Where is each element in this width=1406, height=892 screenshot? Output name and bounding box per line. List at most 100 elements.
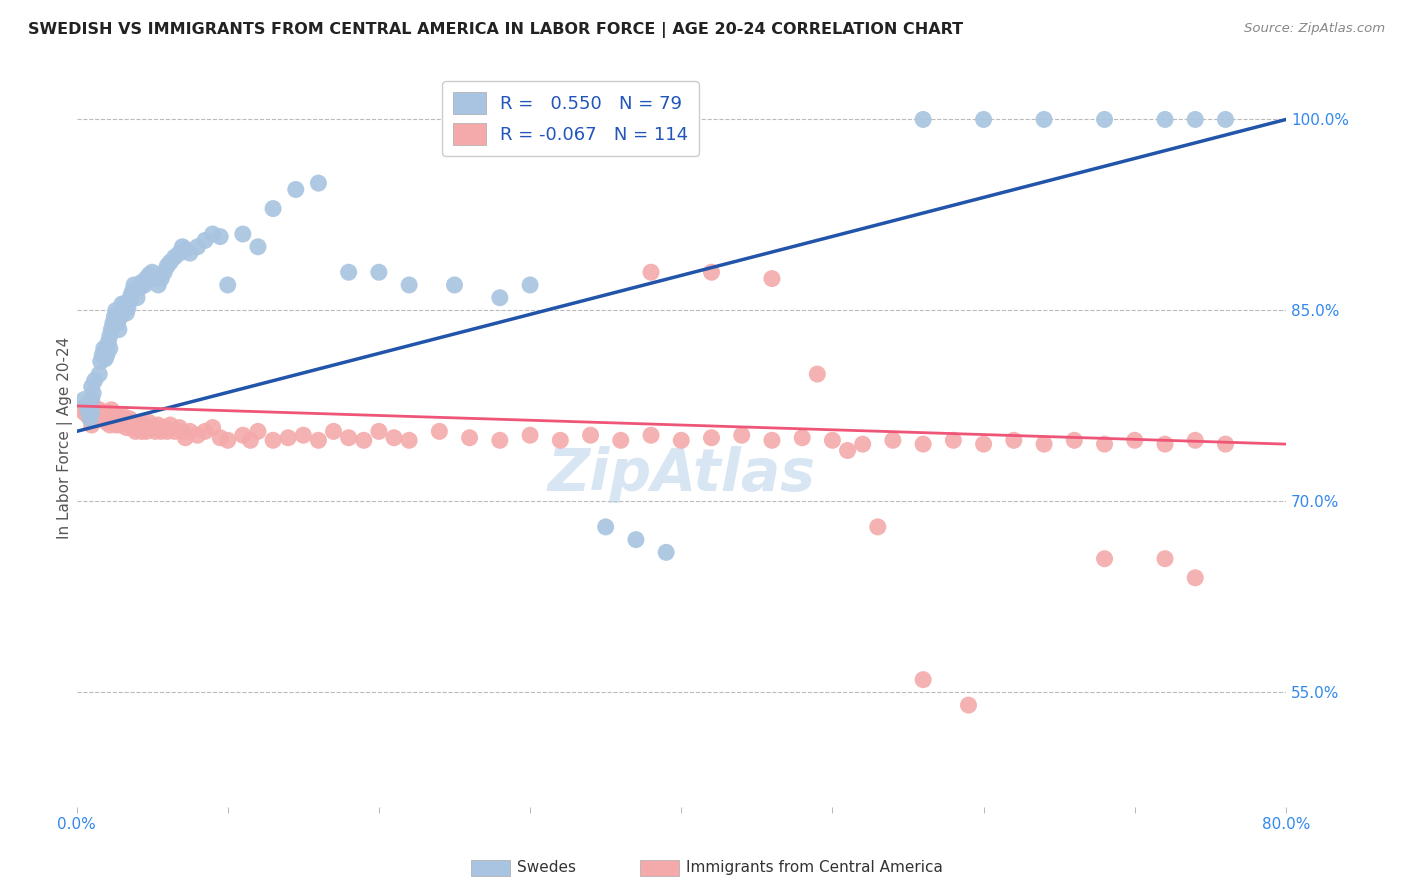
Point: [156, 425, 179, 439]
Point: [80, 392, 103, 407]
Point: [866, 520, 889, 534]
Point: [82, 399, 104, 413]
Point: [111, 408, 134, 422]
Point: [655, 545, 678, 559]
Point: [98, 342, 121, 356]
Point: [337, 431, 360, 445]
Point: [141, 265, 163, 279]
Point: [101, 316, 124, 330]
Point: [550, 434, 572, 448]
Point: [284, 182, 307, 196]
Point: [700, 431, 723, 445]
Point: [120, 288, 142, 302]
Point: [262, 434, 284, 448]
Point: [957, 698, 980, 713]
Point: [96, 405, 118, 419]
Point: [93, 411, 115, 425]
Point: [169, 246, 191, 260]
Point: [80, 380, 103, 394]
Point: [134, 420, 156, 434]
Point: [640, 428, 662, 442]
Point: [98, 329, 121, 343]
Point: [172, 425, 194, 439]
Point: [89, 367, 111, 381]
Point: [1154, 112, 1177, 127]
Point: [1154, 551, 1177, 566]
Point: [153, 265, 176, 279]
Point: [1094, 112, 1116, 127]
Point: [353, 434, 375, 448]
Point: [134, 277, 156, 292]
Point: [186, 428, 208, 442]
Point: [1033, 437, 1056, 451]
Point: [73, 392, 96, 407]
Point: [292, 428, 315, 442]
Point: [163, 425, 186, 439]
Point: [143, 271, 166, 285]
Point: [143, 425, 166, 439]
Text: SWEDISH VS IMMIGRANTS FROM CENTRAL AMERICA IN LABOR FORCE | AGE 20-24 CORRELATIO: SWEDISH VS IMMIGRANTS FROM CENTRAL AMERI…: [28, 22, 963, 38]
Point: [232, 428, 254, 442]
Point: [115, 306, 138, 320]
Point: [138, 416, 160, 430]
Point: [624, 533, 647, 547]
Point: [112, 416, 135, 430]
Point: [761, 271, 783, 285]
Point: [1094, 551, 1116, 566]
Point: [519, 428, 541, 442]
Point: [159, 417, 181, 432]
Point: [132, 417, 155, 432]
Point: [912, 437, 935, 451]
Point: [489, 434, 512, 448]
Point: [150, 271, 173, 285]
Point: [912, 112, 935, 127]
Point: [100, 322, 122, 336]
Point: [246, 425, 269, 439]
Point: [156, 259, 179, 273]
Point: [458, 431, 481, 445]
Point: [122, 277, 145, 292]
Point: [122, 416, 145, 430]
Point: [108, 411, 131, 425]
Point: [337, 265, 360, 279]
Point: [174, 431, 197, 445]
Point: [163, 250, 186, 264]
Point: [108, 322, 131, 336]
Point: [821, 434, 844, 448]
Point: [153, 420, 176, 434]
Point: [87, 411, 110, 425]
Point: [84, 408, 107, 422]
Point: [114, 297, 136, 311]
Point: [117, 416, 139, 430]
Point: [82, 386, 104, 401]
Point: [1215, 112, 1237, 127]
Point: [98, 417, 121, 432]
Point: [125, 417, 148, 432]
Point: [519, 277, 541, 292]
Text: Swedes: Swedes: [517, 861, 576, 875]
Point: [1123, 434, 1146, 448]
Point: [104, 303, 127, 318]
Point: [90, 408, 112, 422]
Point: [104, 417, 127, 432]
Point: [1063, 434, 1085, 448]
Point: [128, 420, 150, 434]
Point: [96, 416, 118, 430]
Point: [1184, 112, 1206, 127]
Point: [91, 348, 114, 362]
Point: [120, 417, 142, 432]
Point: [129, 280, 152, 294]
Point: [94, 351, 117, 366]
Point: [322, 425, 344, 439]
Point: [186, 240, 208, 254]
Point: [77, 405, 100, 419]
Point: [73, 405, 96, 419]
Point: [148, 277, 170, 292]
Point: [307, 176, 329, 190]
Point: [96, 348, 118, 362]
Point: [367, 265, 389, 279]
Point: [83, 374, 105, 388]
Point: [640, 265, 662, 279]
Point: [382, 431, 405, 445]
Point: [700, 265, 723, 279]
